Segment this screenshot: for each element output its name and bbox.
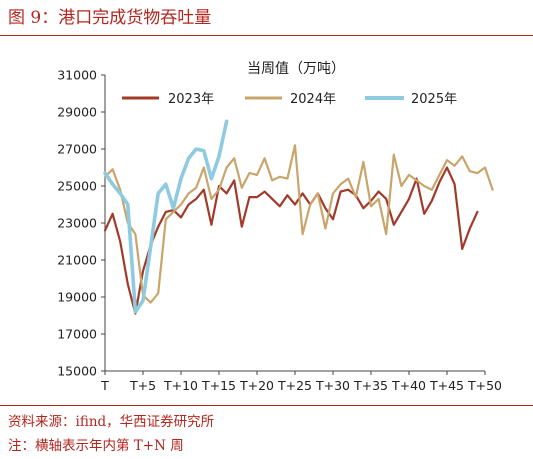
legend-item-2023: 2023年 xyxy=(122,92,214,107)
legend-label-2023: 2023年 xyxy=(168,92,214,107)
axis-note: 注：横轴表示年内第 T+N 周 xyxy=(8,438,184,454)
figure-title: 图 9：港口完成货物吞吐量 xyxy=(8,8,212,28)
series-layer xyxy=(103,119,494,315)
y-tick-label: 31000 xyxy=(57,68,97,83)
x-tick-label: T+15 xyxy=(201,378,236,393)
x-axis: T T+5 T+10 T+15 T+20 T+25 T+30 T+35 T+40 T+45 T+50 xyxy=(100,370,502,393)
y-tick-label: 15000 xyxy=(57,364,97,379)
legend-label-2025: 2025年 xyxy=(411,92,457,107)
y-tick-label: 19000 xyxy=(57,290,97,305)
chart-title: 当周值（万吨） xyxy=(247,61,345,77)
y-tick-label: 29000 xyxy=(57,105,97,120)
x-tick-label: T+45 xyxy=(429,378,464,393)
x-tick-label: T+10 xyxy=(163,378,198,393)
series-line-2024 xyxy=(103,144,494,304)
y-tick-label: 21000 xyxy=(57,253,97,268)
x-tick-label: T+30 xyxy=(315,378,350,393)
x-tick-label: T+20 xyxy=(239,378,274,393)
footer-rule xyxy=(0,405,533,406)
x-tick-label: T+40 xyxy=(391,378,426,393)
legend-item-2024: 2024年 xyxy=(245,92,336,107)
source-note: 资料来源：ifind，华西证券研究所 xyxy=(8,414,215,430)
series-line-2023 xyxy=(103,166,479,315)
x-tick-label: T+5 xyxy=(129,378,156,393)
y-tick-label: 23000 xyxy=(57,216,97,231)
y-tick-label: 25000 xyxy=(57,179,97,194)
x-tick-label: T+35 xyxy=(353,378,388,393)
x-tick-label: T xyxy=(100,378,109,393)
x-tick-label: T+25 xyxy=(277,378,312,393)
legend: 2023年 2024年 2025年 xyxy=(122,92,457,107)
legend-label-2024: 2024年 xyxy=(290,92,336,107)
y-tick-label: 27000 xyxy=(57,142,97,157)
y-axis: 15000 17000 19000 21000 23000 25000 27000 29000… xyxy=(57,68,106,379)
series-line-2025 xyxy=(103,119,229,314)
legend-item-2025: 2025年 xyxy=(365,92,457,107)
y-tick-label: 17000 xyxy=(57,327,97,342)
title-rule xyxy=(0,35,533,36)
x-tick-label: T+50 xyxy=(467,378,502,393)
line-chart: 当周值（万吨） 2023年 2024年 2025年 15000 17000 1900… xyxy=(57,61,502,393)
